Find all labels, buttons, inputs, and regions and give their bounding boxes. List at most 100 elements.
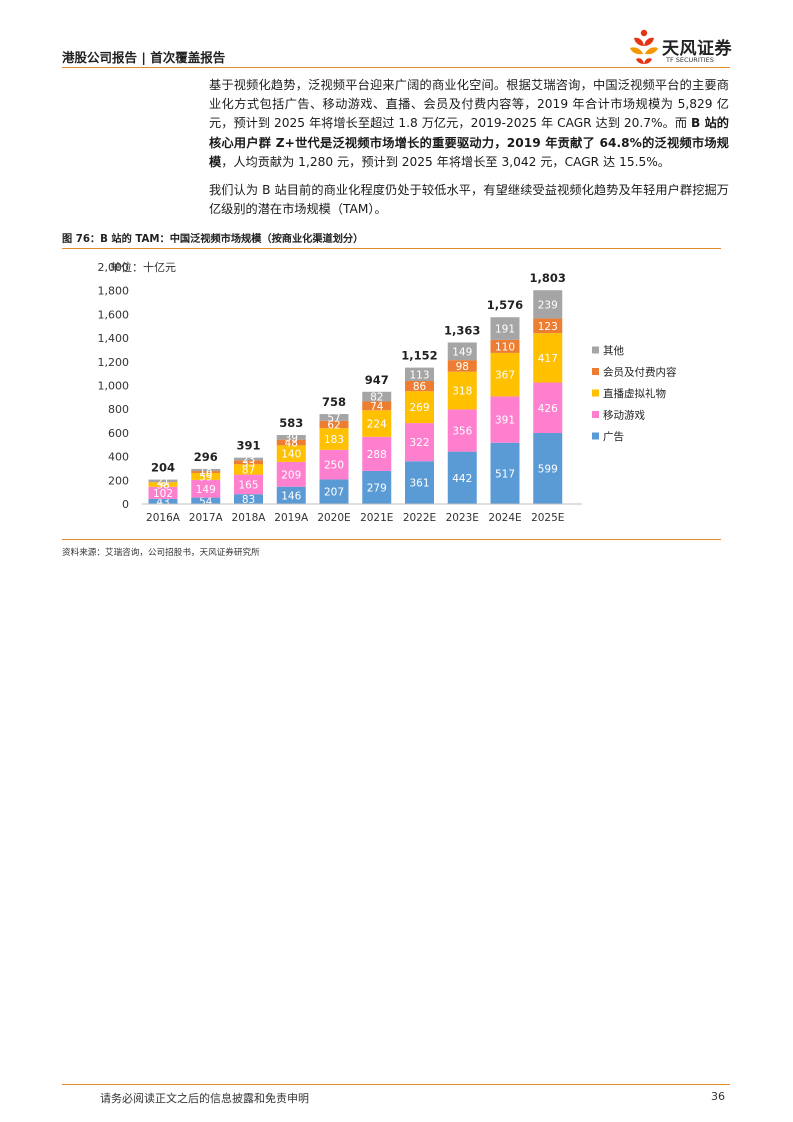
segment-value-label: 146 bbox=[281, 490, 301, 502]
bar-segment bbox=[405, 380, 434, 392]
segment-value-label: 391 bbox=[495, 415, 515, 427]
bar-segment bbox=[276, 445, 306, 462]
bar-total-label: 1,576 bbox=[487, 298, 523, 312]
bar-segment bbox=[234, 494, 263, 504]
bar-total-label: 1,363 bbox=[444, 323, 480, 337]
bar-segment bbox=[191, 479, 221, 498]
legend-label: 直播虚拟礼物 bbox=[603, 387, 666, 400]
bar-segment bbox=[362, 391, 392, 402]
segment-value-label: 18 bbox=[199, 465, 212, 477]
bar-series: 4310238221204541495916182968316587332339… bbox=[148, 271, 566, 508]
bar-segment bbox=[362, 436, 392, 471]
bar-segment bbox=[490, 396, 520, 443]
brand-mark-icon bbox=[630, 29, 658, 64]
segment-value-label: 48 bbox=[285, 437, 298, 449]
bar-segment bbox=[148, 486, 178, 499]
tam-paragraph: 我们认为 B 站目前的商业化程度仍处于较低水平，有望继续受益视频化趋势及年轻用户… bbox=[209, 183, 729, 217]
y-tick-label: 2,000 bbox=[98, 261, 130, 274]
segment-value-label: 123 bbox=[538, 321, 558, 333]
x-axis: 2016A 2017A 2018A 2019A 2020E 2021E 2022E 2023E… bbox=[142, 503, 582, 524]
segment-value-label: 250 bbox=[324, 460, 344, 472]
bar-segment bbox=[533, 333, 563, 383]
bar-total-label: 947 bbox=[365, 373, 389, 387]
legend-swatch bbox=[592, 389, 599, 397]
segment-value-label: 102 bbox=[153, 488, 173, 500]
segment-value-label: 367 bbox=[495, 370, 515, 382]
segment-value-label: 74 bbox=[370, 401, 384, 413]
segment-value-label: 149 bbox=[196, 484, 216, 496]
brand-logo: 天风证券 TF SECURITIES bbox=[626, 28, 736, 68]
page-number: 36 bbox=[711, 1090, 725, 1103]
report-type-header: 港股公司报告 | 首次覆盖报告 bbox=[62, 50, 226, 65]
bar-total-label: 1,803 bbox=[530, 271, 566, 285]
segment-value-label: 149 bbox=[452, 346, 472, 358]
brand-english-name: TF SECURITIES bbox=[666, 56, 714, 64]
bar-total-label: 296 bbox=[194, 450, 218, 464]
segment-value-label: 279 bbox=[367, 482, 387, 494]
bar-segment bbox=[447, 371, 477, 410]
bar-segment bbox=[319, 428, 349, 450]
segment-value-label: 426 bbox=[538, 403, 558, 415]
segment-value-label: 38 bbox=[156, 480, 169, 492]
bar-segment bbox=[405, 391, 434, 424]
bar-segment bbox=[447, 360, 477, 372]
segment-value-label: 207 bbox=[324, 487, 344, 499]
segment-value-label: 356 bbox=[452, 426, 472, 438]
bar-segment bbox=[276, 435, 306, 440]
bar-segment bbox=[490, 442, 520, 504]
market-paragraph: 基于视频化趋势，泛视频平台迎来广阔的商业化空间。根据艾瑞咨询，中国泛视频平台的主… bbox=[209, 76, 729, 172]
para1-bold-text: B 站的核心用户群 Z+世代是泛视频市场增长的重要驱动力，2019 年贡献了 6… bbox=[209, 116, 729, 169]
bar-segment bbox=[276, 439, 306, 446]
bar-segment bbox=[405, 423, 434, 462]
segment-value-label: 239 bbox=[538, 299, 558, 311]
segment-value-label: 98 bbox=[456, 361, 469, 373]
segment-value-label: 21 bbox=[156, 476, 169, 488]
bar-segment bbox=[405, 461, 434, 504]
x-tick-label: 2017A bbox=[189, 512, 224, 524]
segment-value-label: 57 bbox=[327, 412, 340, 424]
header-rule bbox=[62, 67, 730, 68]
para1-text-c: ，人均贡献为 1,280 元，预计到 2025 年将增长至 3,042 元，CA… bbox=[221, 154, 670, 169]
x-tick-label: 2025E bbox=[531, 512, 564, 524]
figure-title: 图 76：B 站的 TAM：中国泛视频市场规模（按商业化渠道划分） bbox=[62, 234, 364, 245]
x-tick-label: 2020E bbox=[317, 512, 350, 524]
bar-segment bbox=[276, 486, 306, 504]
x-tick-label: 2016A bbox=[146, 512, 181, 524]
bar-segment bbox=[276, 461, 306, 487]
para1-text-a: 基于视频化趋势，泛视频平台迎来广阔的商业化空间。根据艾瑞咨询，中国泛视频平台的主… bbox=[209, 78, 729, 131]
segment-value-label: 417 bbox=[538, 353, 558, 365]
y-tick-label: 800 bbox=[108, 403, 129, 416]
y-tick-label: 400 bbox=[108, 451, 129, 464]
legend-swatch bbox=[592, 346, 599, 354]
bar-segment bbox=[405, 367, 434, 381]
y-tick-label: 1,600 bbox=[98, 308, 130, 321]
y-tick-label: 1,000 bbox=[98, 380, 130, 393]
segment-value-label: 59 bbox=[199, 471, 212, 483]
bar-segment bbox=[447, 342, 477, 361]
bar-segment bbox=[191, 472, 221, 480]
bar-segment bbox=[533, 433, 563, 504]
bar-total-label: 1,152 bbox=[401, 349, 437, 363]
legend-swatch bbox=[592, 432, 599, 440]
bar-segment bbox=[191, 468, 221, 472]
bar-segment bbox=[148, 482, 178, 487]
bar-segment bbox=[234, 474, 263, 495]
bar-segment bbox=[490, 317, 520, 340]
legend-swatch bbox=[592, 411, 599, 418]
segment-value-label: 110 bbox=[495, 341, 515, 353]
y-axis: 0 200 400 600 800 1,000 1,200 1,400 1,600 1,800 2,… bbox=[98, 261, 130, 511]
bar-segment bbox=[533, 318, 563, 334]
segment-value-label: 82 bbox=[370, 392, 383, 404]
segment-value-label: 83 bbox=[242, 494, 255, 506]
segment-value-label: 87 bbox=[242, 464, 255, 476]
segment-value-label: 269 bbox=[409, 402, 429, 414]
segment-value-label: 86 bbox=[413, 381, 427, 393]
segment-value-label: 209 bbox=[281, 469, 301, 481]
figure-source: 资料来源：艾瑞咨询，公司招股书，天风证券研究所 bbox=[62, 548, 260, 558]
y-tick-label: 1,400 bbox=[98, 332, 130, 345]
x-tick-label: 2019A bbox=[274, 512, 309, 524]
legend-label: 会员及付费内容 bbox=[603, 366, 677, 379]
bar-segment bbox=[148, 498, 178, 504]
bar-segment bbox=[234, 457, 263, 461]
